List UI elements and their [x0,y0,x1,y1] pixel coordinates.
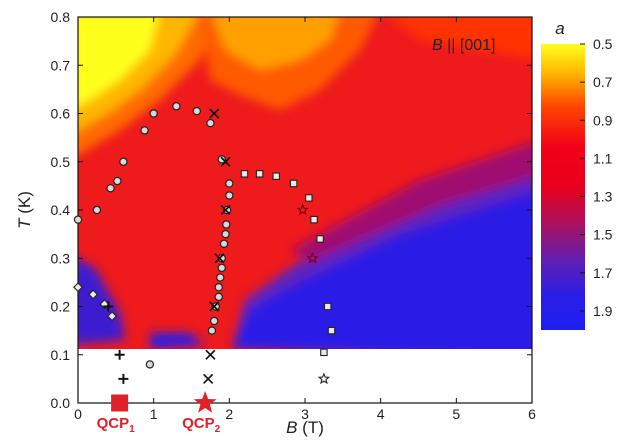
open-square-marker [323,302,332,311]
y-tick-label: 0.4 [51,202,71,218]
open-circle-marker [119,157,128,166]
open-star-marker [306,251,319,264]
x-tick-label: 6 [528,406,536,422]
y-tick-label: 0.6 [51,106,71,122]
open-diamond-marker [73,282,83,293]
open-square-marker [327,326,336,335]
open-star-marker [296,203,309,216]
x-tick-label: 1 [150,406,158,422]
y-tick-label: 0.8 [51,9,71,25]
colorbar-tick-label: 0.9 [593,112,613,128]
y-tick-label: 0.1 [51,347,71,363]
open-square-marker [320,348,328,357]
open-circle-marker [217,155,226,164]
y-tick-label: 0.3 [51,250,71,266]
open-circle-marker [219,239,229,248]
cross-marker [203,373,214,384]
open-circle-marker [172,102,181,111]
open-circle-marker [206,118,215,128]
colorbar-tick-label: 1.5 [593,227,613,243]
open-diamond-marker [88,289,99,300]
open-circle-marker [221,229,230,239]
open-circle-marker [207,326,217,335]
cross-marker [209,108,220,119]
y-tick-label: 0.2 [51,299,71,315]
x-tick-label: 5 [452,406,460,422]
colorbar-label: a [555,19,564,38]
heatmap [78,17,532,349]
x-tick-label: 2 [225,406,233,422]
x-tick-label: 0 [74,406,82,422]
colorbar-tick-label: 1.3 [593,189,613,205]
open-circle-marker [192,106,201,116]
open-circle-marker [140,126,149,135]
open-circle-marker [113,176,122,186]
open-square-marker [255,170,264,178]
x-tick-label: 4 [377,406,385,422]
open-circle-marker [214,292,223,302]
open-square-marker [316,235,324,243]
qcp-label: QCP2 [182,415,221,435]
open-circle-marker [145,360,155,369]
plus-marker [118,373,129,384]
open-circle-marker [214,283,223,292]
open-square-marker [305,194,313,202]
cross-marker [214,253,225,264]
open-circle-marker [222,220,231,229]
field-direction-annotation: B || [001] [432,37,495,54]
x-axis-label: B (T) [286,418,324,437]
cross-marker [220,156,231,167]
open-circle-marker [73,215,83,224]
y-tick-label: 0.7 [51,57,71,73]
open-circle-marker [211,302,220,311]
colorbar-tick-label: 1.7 [593,265,613,281]
y-axis: 0.0 0.1 0.2 0.3 0.4 0.5 0.6 0.7 0.8 [51,9,532,411]
open-diamond-marker [107,311,118,322]
open-circle-marker [216,273,225,282]
colorbar-ticks: 0.5 0.7 0.9 1.1 1.3 1.5 1.7 1.9 [580,36,613,319]
y-tick-label: 0.0 [51,395,71,411]
open-square-marker [240,170,249,178]
open-circle-marker [217,263,226,273]
qcp-label: QCP1 [97,415,136,435]
plus-marker [103,301,114,312]
colorbar-tick-label: 0.7 [593,74,613,90]
open-square-marker [289,179,298,188]
x-tick-label: 3 [301,406,309,422]
cross-marker [205,349,216,360]
y-axis-label: T (K) [15,191,34,229]
plus-marker [114,349,125,360]
colorbar [541,44,585,330]
qcp-markers: QCP1 QCP2 [97,391,221,435]
open-circle-marker [106,184,115,193]
x-axis: 0 1 2 3 4 5 6 [74,17,536,422]
colorbar-tick-label: 1.1 [593,150,613,166]
open-circle-marker [209,316,219,326]
y-tick-label: 0.5 [51,154,71,170]
qcp2-star-marker [193,391,217,413]
open-circle-marker [225,191,234,200]
cross-marker [220,204,231,216]
cross-marker [209,301,220,312]
open-square-marker [310,215,318,224]
no-data-band [78,349,532,403]
colorbar-tick-label: 0.5 [593,36,613,52]
open-circle-marker [149,109,158,118]
open-star-marker [317,372,331,385]
data-markers [73,102,336,385]
open-square-marker [272,172,280,180]
colorbar-tick-label: 1.9 [593,303,613,319]
qcp1-square-marker [111,394,129,412]
open-circle-marker [217,254,226,263]
open-circle-marker [222,205,232,215]
open-circle-marker [225,179,234,188]
open-circle-marker [92,205,102,215]
